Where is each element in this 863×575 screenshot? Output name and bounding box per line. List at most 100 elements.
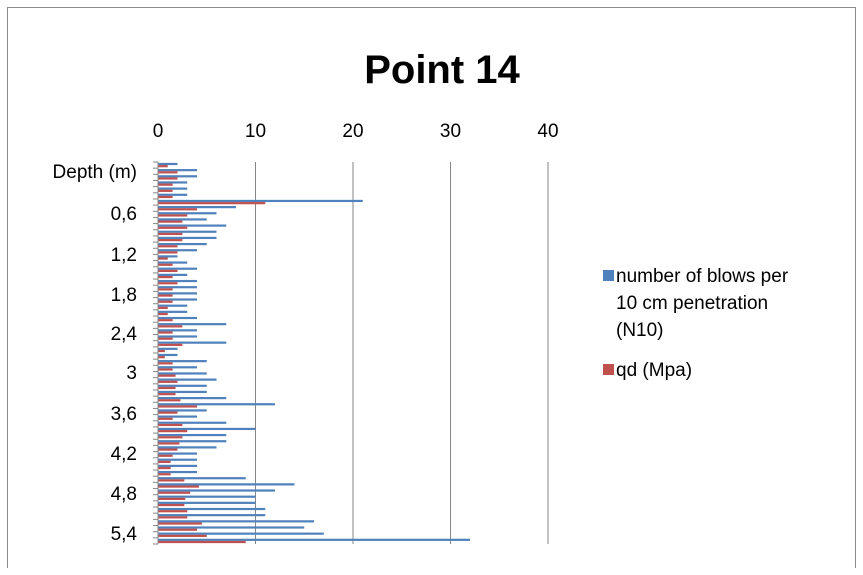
bar-qd xyxy=(158,165,168,168)
bar-n10 xyxy=(158,470,197,474)
bar-qd xyxy=(158,202,266,205)
bar-qd xyxy=(158,503,185,507)
bar-n10 xyxy=(158,532,324,535)
bar-qd xyxy=(158,454,173,457)
bar-qd xyxy=(158,491,191,494)
legend-qd-swatch xyxy=(603,364,614,375)
bar-qd xyxy=(158,442,180,445)
bar-n10 xyxy=(158,193,188,196)
bar-qd xyxy=(158,479,185,482)
bar-n10 xyxy=(158,464,197,467)
bar-qd xyxy=(158,528,197,531)
bar-n10 xyxy=(158,261,188,264)
bar-qd xyxy=(158,171,178,174)
bar-n10 xyxy=(158,175,197,178)
bar-qd xyxy=(158,275,173,279)
bar-n10 xyxy=(158,495,256,498)
bar-n10 xyxy=(158,249,197,252)
bar-n10 xyxy=(158,360,207,363)
bar-qd xyxy=(158,343,183,346)
bar-n10 xyxy=(158,538,470,541)
x-tick-label: 0 xyxy=(153,121,164,142)
bar-n10 xyxy=(158,329,197,332)
bar-qd xyxy=(158,374,176,377)
bar-n10 xyxy=(158,489,275,492)
bar-qd xyxy=(158,288,173,291)
bar-qd xyxy=(158,356,165,359)
bar-n10 xyxy=(158,440,227,443)
legend-n10-label: number of blows per xyxy=(616,266,789,287)
bar-qd xyxy=(158,448,178,451)
bar-qd xyxy=(158,189,173,192)
bar-qd xyxy=(158,540,246,544)
bar-qd xyxy=(158,257,168,260)
y-tick-label: 3 xyxy=(126,363,137,384)
bar-n10 xyxy=(158,230,217,233)
bar-n10 xyxy=(158,212,217,215)
bar-n10 xyxy=(158,286,197,289)
bar-n10 xyxy=(158,224,227,227)
bar-n10 xyxy=(158,390,207,394)
bar-n10 xyxy=(158,273,188,276)
bar-n10 xyxy=(158,378,217,381)
bar-qd xyxy=(158,497,186,500)
x-tick-label: 40 xyxy=(537,121,558,142)
bar-qd xyxy=(158,220,183,223)
bar-n10 xyxy=(158,477,246,480)
bar-n10 xyxy=(158,316,197,320)
bar-qd xyxy=(158,405,197,408)
bar-qd xyxy=(158,436,183,439)
x-tick-label: 30 xyxy=(440,121,461,142)
bar-qd xyxy=(158,331,173,334)
bar-n10 xyxy=(158,427,256,431)
bar-qd xyxy=(158,423,183,427)
gridlines xyxy=(255,162,549,544)
bar-n10 xyxy=(158,446,217,449)
bar-n10 xyxy=(158,255,178,258)
bar-qd xyxy=(158,245,178,248)
y-tick-label: Depth (m) xyxy=(53,162,137,183)
bar-qd xyxy=(158,516,188,519)
bars xyxy=(158,162,470,544)
y-tick-label: 0,6 xyxy=(111,204,137,225)
bar-qd xyxy=(158,430,188,433)
y-axis: Depth (m) 0,6 1,2 1,8 2,4 3 3,6 4,2 4,8 5,4 xyxy=(53,161,159,545)
bar-n10 xyxy=(158,452,197,455)
bar-n10 xyxy=(158,353,178,357)
bar-n10 xyxy=(158,372,207,375)
bar-qd xyxy=(158,232,183,236)
y-tick-label: 3,6 xyxy=(111,404,137,425)
bar-qd xyxy=(158,208,197,211)
bar-qd xyxy=(158,312,168,316)
legend-n10-label: 10 cm penetration xyxy=(616,293,768,314)
bar-qd xyxy=(158,300,173,303)
bar-qd xyxy=(158,195,173,199)
bar-qd xyxy=(158,510,188,513)
bar-n10 xyxy=(158,279,197,283)
bar-qd xyxy=(158,460,171,464)
bar-n10 xyxy=(158,409,207,412)
bar-qd xyxy=(158,399,181,402)
bar-n10 xyxy=(158,366,197,369)
bar-n10 xyxy=(158,335,197,338)
bar-qd xyxy=(158,214,188,217)
bar-qd xyxy=(158,368,173,371)
bar-qd xyxy=(158,393,176,396)
bar-n10 xyxy=(158,507,266,511)
bar-qd xyxy=(158,226,188,229)
bar-n10 xyxy=(158,501,256,504)
bar-n10 xyxy=(158,384,207,387)
bar-n10 xyxy=(158,310,188,313)
bar-qd xyxy=(158,325,183,328)
bar-qd xyxy=(158,386,176,390)
bar-qd xyxy=(158,349,165,353)
y-tick-label: 1,8 xyxy=(111,285,137,306)
bar-n10 xyxy=(158,397,227,400)
bar-n10 xyxy=(158,323,227,326)
bar-n10 xyxy=(158,433,227,437)
chart-title: Point 14 xyxy=(364,48,520,92)
bar-qd xyxy=(158,306,168,309)
bar-qd xyxy=(158,269,178,273)
x-tick-labels: 0 10 20 30 40 xyxy=(153,121,559,142)
